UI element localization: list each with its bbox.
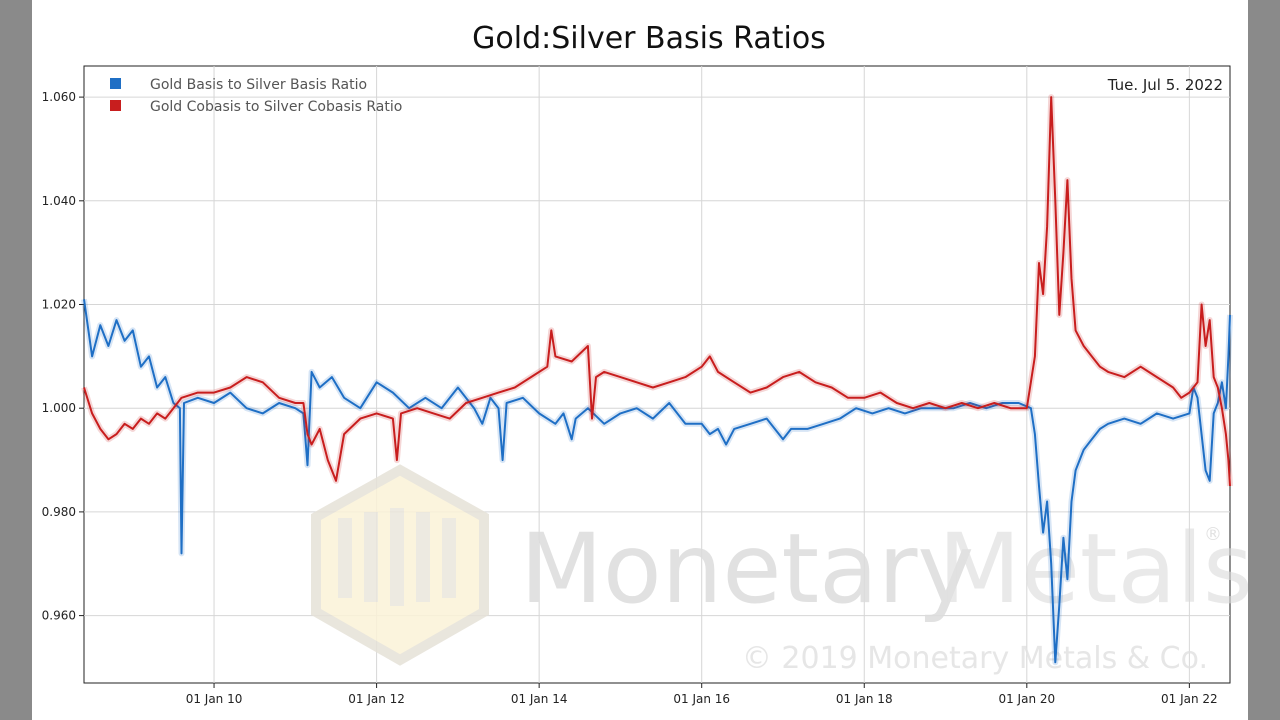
x-tick-label: 01 Jan 12 (348, 692, 405, 706)
series-line-gold-cobasis (83, 96, 1231, 487)
legend-swatch-gold-cobasis (110, 100, 121, 111)
x-tick-label: 01 Jan 14 (511, 692, 568, 706)
watermark-registered: ® (1204, 524, 1222, 545)
series-layer (81, 94, 1233, 666)
y-tick-label: 1.020 (42, 298, 76, 312)
grid: 0.960 0.980 1.000 1.020 1.040 1.060 01 Jan 10 0… (42, 66, 1230, 706)
watermark-brand-b: Metals (938, 513, 1248, 625)
chart-panel: Gold:Silver Basis Ratios 0.960 0.980 1.000… (32, 0, 1248, 720)
watermark-copyright: © 2019 Monetary Metals & Co. (742, 641, 1208, 676)
date-stamp: Tue. Jul 5. 2022 (1107, 76, 1223, 94)
legend: Gold Basis to Silver Basis Ratio Gold Co… (110, 77, 402, 115)
legend-label-gold-cobasis: Gold Cobasis to Silver Cobasis Ratio (150, 99, 402, 115)
x-tick-label: 01 Jan 16 (673, 692, 730, 706)
x-tick-label: 01 Jan 22 (1161, 692, 1218, 706)
y-tick-label: 0.960 (42, 609, 76, 623)
y-tick-label: 1.000 (42, 401, 76, 415)
watermark: Monetary Metals ® © 2019 Monetary Metals… (311, 464, 1248, 676)
y-tick-label: 1.040 (42, 194, 76, 208)
x-tick-label: 01 Jan 18 (836, 692, 893, 706)
chart-svg: Gold:Silver Basis Ratios 0.960 0.980 1.000… (42, 21, 1248, 706)
series-line-gold-basis (83, 299, 1231, 664)
chart-title: Gold:Silver Basis Ratios (472, 21, 826, 56)
x-tick-label: 01 Jan 20 (998, 692, 1055, 706)
legend-swatch-gold-basis (110, 78, 121, 89)
legend-label-gold-basis: Gold Basis to Silver Basis Ratio (150, 77, 367, 93)
y-tick-label: 1.060 (42, 90, 76, 104)
y-tick-label: 0.980 (42, 505, 76, 519)
watermark-brand-a: Monetary (520, 513, 974, 625)
plot-area (83, 65, 1231, 684)
watermark-logo-icon (311, 464, 489, 666)
x-tick-label: 01 Jan 10 (186, 692, 243, 706)
